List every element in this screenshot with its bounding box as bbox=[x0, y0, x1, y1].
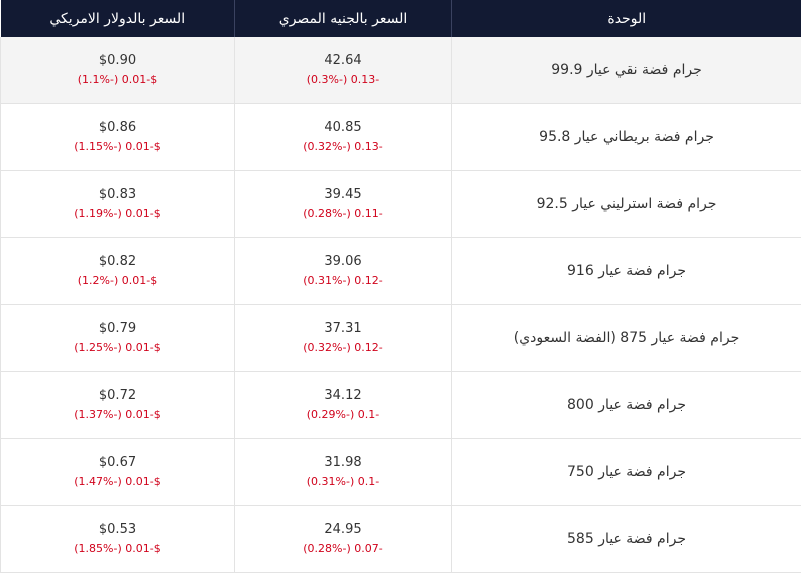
table-row: جرام فضة نقي عيار 99.9 42.64 -0.13 (-0.3%… bbox=[0, 37, 801, 104]
egp-cell: 34.12 -0.1 (-0.29%) bbox=[234, 371, 452, 439]
egp-change: -0.13 (-0.32%) bbox=[303, 140, 383, 153]
unit-cell: جرام فضة استرليني عيار 92.5 bbox=[451, 170, 801, 238]
unit-cell: جرام فضة عيار 916 bbox=[451, 237, 801, 305]
egp-price: 39.45 bbox=[324, 187, 362, 202]
table-row: جرام فضة بريطاني عيار 95.8 40.85 -0.13 (-… bbox=[0, 103, 801, 171]
egp-price: 42.64 bbox=[324, 53, 362, 68]
egp-change: -0.11 (-0.28%) bbox=[303, 207, 383, 220]
table-row: جرام فضة عيار 875 (الفضة السعودي) 37.31 -… bbox=[0, 304, 801, 372]
egp-price: 24.95 bbox=[324, 522, 362, 537]
unit-cell: جرام فضة بريطاني عيار 95.8 bbox=[451, 103, 801, 171]
egp-change: -0.12 (-0.31%) bbox=[303, 274, 383, 287]
egp-change: -0.12 (-0.32%) bbox=[303, 341, 383, 354]
usd-cell: $0.83 $-0.01 (-1.19%) bbox=[0, 170, 235, 238]
egp-price: 39.06 bbox=[324, 254, 362, 269]
usd-change: $-0.01 (-1.47%) bbox=[74, 475, 161, 488]
egp-cell: 39.06 -0.12 (-0.31%) bbox=[234, 237, 452, 305]
table-row: جرام فضة عيار 916 39.06 -0.12 (-0.31%) $0… bbox=[0, 237, 801, 305]
egp-price: 37.31 bbox=[324, 321, 362, 336]
usd-price: $0.67 bbox=[98, 455, 137, 470]
usd-change: $-0.01 (-1.2%) bbox=[77, 274, 158, 287]
usd-price: $0.79 bbox=[98, 321, 137, 336]
usd-cell: $0.86 $-0.01 (-1.15%) bbox=[0, 103, 235, 171]
table-row: جرام فضة عيار 800 34.12 -0.1 (-0.29%) $0.… bbox=[0, 371, 801, 439]
unit-cell: جرام فضة عيار 750 bbox=[451, 438, 801, 506]
table-row: جرام فضة استرليني عيار 92.5 39.45 -0.11 (… bbox=[0, 170, 801, 238]
usd-change: $-0.01 (-1.15%) bbox=[74, 140, 161, 153]
usd-change: $-0.01 (-1.85%) bbox=[74, 542, 161, 555]
header-egp-price: السعر بالجنيه المصري bbox=[234, 0, 452, 37]
usd-change: $-0.01 (-1.19%) bbox=[74, 207, 161, 220]
egp-cell: 42.64 -0.13 (-0.3%) bbox=[234, 37, 452, 104]
usd-price: $0.82 bbox=[98, 254, 137, 269]
usd-change: $-0.01 (-1.25%) bbox=[74, 341, 161, 354]
egp-cell: 31.98 -0.1 (-0.31%) bbox=[234, 438, 452, 506]
header-unit: الوحدة bbox=[451, 0, 801, 37]
egp-cell: 40.85 -0.13 (-0.32%) bbox=[234, 103, 452, 171]
usd-cell: $0.82 $-0.01 (-1.2%) bbox=[0, 237, 235, 305]
table-body: جرام فضة نقي عيار 99.9 42.64 -0.13 (-0.3%… bbox=[0, 37, 801, 573]
egp-cell: 37.31 -0.12 (-0.32%) bbox=[234, 304, 452, 372]
usd-price: $0.72 bbox=[98, 388, 137, 403]
usd-price: $0.90 bbox=[98, 53, 137, 68]
usd-cell: $0.90 $-0.01 (-1.1%) bbox=[0, 37, 235, 104]
unit-cell: جرام فضة عيار 585 bbox=[451, 505, 801, 573]
usd-cell: $0.53 $-0.01 (-1.85%) bbox=[0, 505, 235, 573]
table-header: الوحدة السعر بالجنيه المصري السعر بالدول… bbox=[0, 0, 801, 37]
header-row: الوحدة السعر بالجنيه المصري السعر بالدول… bbox=[0, 0, 801, 37]
usd-change: $-0.01 (-1.1%) bbox=[77, 73, 158, 86]
unit-cell: جرام فضة نقي عيار 99.9 bbox=[451, 37, 801, 104]
egp-cell: 39.45 -0.11 (-0.28%) bbox=[234, 170, 452, 238]
egp-price: 34.12 bbox=[324, 388, 362, 403]
table-row: جرام فضة عيار 585 24.95 -0.07 (-0.28%) $0… bbox=[0, 505, 801, 573]
usd-price: $0.86 bbox=[98, 120, 137, 135]
egp-change: -0.13 (-0.3%) bbox=[306, 73, 380, 86]
header-usd-price: السعر بالدولار الامريكي bbox=[0, 0, 235, 37]
usd-price: $0.53 bbox=[98, 522, 137, 537]
egp-price: 40.85 bbox=[324, 120, 362, 135]
egp-cell: 24.95 -0.07 (-0.28%) bbox=[234, 505, 452, 573]
table-row: جرام فضة عيار 750 31.98 -0.1 (-0.31%) $0.… bbox=[0, 438, 801, 506]
usd-cell: $0.79 $-0.01 (-1.25%) bbox=[0, 304, 235, 372]
egp-change: -0.1 (-0.31%) bbox=[306, 475, 380, 488]
usd-cell: $0.67 $-0.01 (-1.47%) bbox=[0, 438, 235, 506]
usd-cell: $0.72 $-0.01 (-1.37%) bbox=[0, 371, 235, 439]
egp-change: -0.1 (-0.29%) bbox=[306, 408, 380, 421]
unit-cell: جرام فضة عيار 875 (الفضة السعودي) bbox=[451, 304, 801, 372]
usd-price: $0.83 bbox=[98, 187, 137, 202]
egp-change: -0.07 (-0.28%) bbox=[303, 542, 383, 555]
usd-change: $-0.01 (-1.37%) bbox=[74, 408, 161, 421]
egp-price: 31.98 bbox=[324, 455, 362, 470]
unit-cell: جرام فضة عيار 800 bbox=[451, 371, 801, 439]
